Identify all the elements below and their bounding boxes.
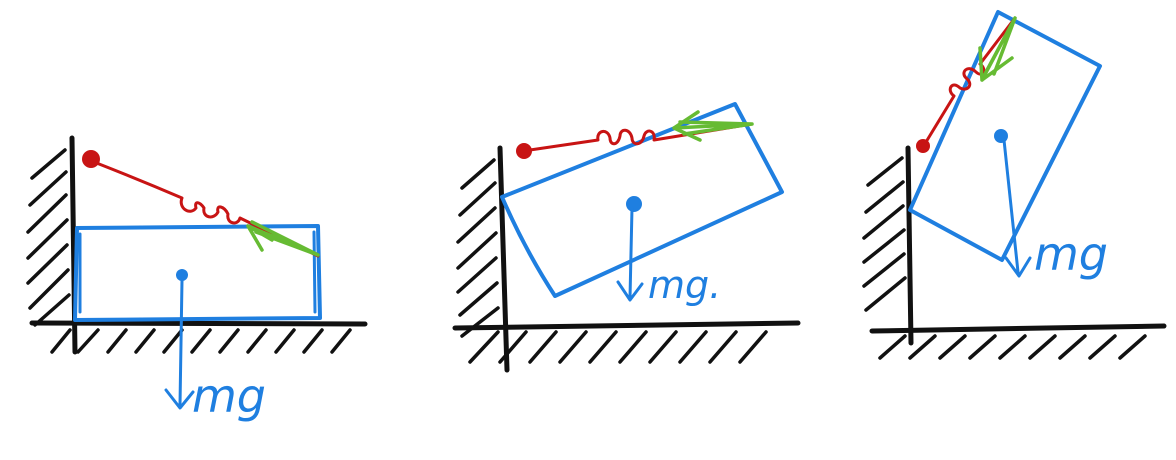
center-of-mass-dot (626, 196, 642, 212)
spring-anchor-dot (516, 143, 532, 159)
weight-label: mg (1034, 227, 1108, 281)
panel-2: mg. (452, 102, 801, 373)
panel-3: mg (862, 10, 1167, 360)
floor-with-hatching (869, 323, 1167, 360)
force-arrow (978, 16, 1017, 82)
block (73, 224, 322, 322)
force-arrow (672, 110, 754, 142)
floor-with-hatching (29, 320, 368, 354)
weight-arrow (164, 278, 195, 410)
weight-arrow (616, 206, 644, 302)
weight-arrow (1002, 138, 1032, 278)
spring (92, 160, 320, 258)
wall-with-hatching (456, 145, 510, 373)
spring (528, 122, 754, 152)
spring-anchor-dot (82, 150, 100, 168)
weight-label: mg (192, 369, 266, 423)
center-of-mass-dot (176, 269, 188, 281)
wall-with-hatching (26, 135, 78, 355)
center-of-mass-dot (994, 129, 1008, 143)
panel-1: mg (26, 135, 368, 423)
block (500, 102, 784, 298)
wall-with-hatching (862, 145, 914, 346)
force-arrow (246, 220, 320, 257)
weight-label: mg. (648, 263, 721, 307)
spring (924, 16, 1017, 144)
block (908, 10, 1102, 262)
floor-with-hatching (452, 320, 801, 364)
